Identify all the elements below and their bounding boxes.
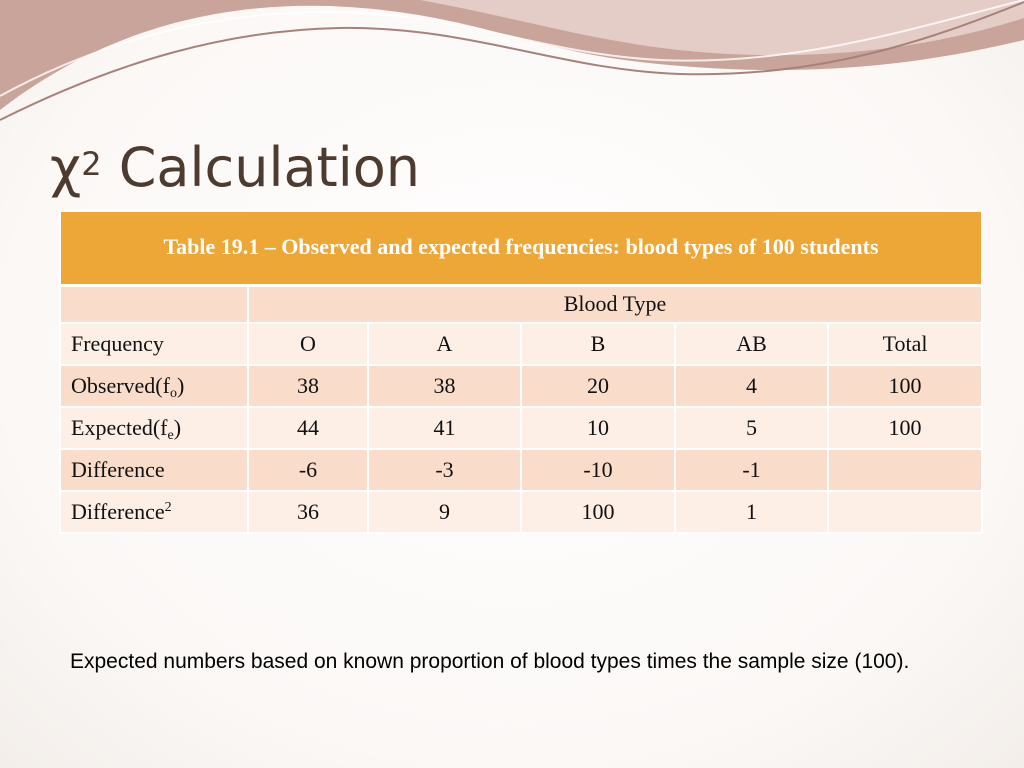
row-label-subscript: e xyxy=(167,428,174,443)
table-cell: 4 xyxy=(674,364,829,408)
table-cell xyxy=(826,490,984,534)
title-superscript: 2 xyxy=(81,145,102,183)
slide-note: Expected numbers based on known proporti… xyxy=(70,650,910,673)
table-cell: 36 xyxy=(247,490,369,534)
column-header-frequency: Frequency xyxy=(59,322,249,366)
row-label-text: Expected(f xyxy=(71,415,168,440)
table-cell: 10 xyxy=(520,406,676,450)
table-cell: 9 xyxy=(367,490,522,534)
table-cell: 38 xyxy=(367,364,522,408)
header-wave-decoration xyxy=(0,0,1024,121)
table-cell: 100 xyxy=(520,490,676,534)
table-cell: 44 xyxy=(247,406,369,450)
table-cell: 20 xyxy=(520,364,676,408)
table-caption: Table 19.1 – Observed and expected frequ… xyxy=(58,210,984,287)
table-cell: 100 xyxy=(826,406,984,450)
column-header-a: A xyxy=(367,322,522,366)
blood-type-header: Blood Type xyxy=(246,284,984,324)
table-cell: -10 xyxy=(520,448,676,492)
slide-title: χ2 Calculation xyxy=(50,128,420,208)
row-label-difference-squared: Difference2 xyxy=(59,490,249,534)
table-corner-cell xyxy=(59,284,249,324)
frequency-table: Table 19.1 – Observed and expected frequ… xyxy=(58,210,984,534)
table-cell xyxy=(826,448,984,492)
table-cell: 38 xyxy=(247,364,369,408)
row-label-end: ) xyxy=(176,373,185,398)
table-cell: 5 xyxy=(674,406,829,450)
row-label-text: Difference xyxy=(71,499,165,524)
column-header-o: O xyxy=(247,322,369,366)
table-cell: 100 xyxy=(826,364,984,408)
table-row-difference: Difference -6 -3 -10 -1 xyxy=(59,448,984,492)
row-label-end: ) xyxy=(173,415,182,440)
column-header-ab: AB xyxy=(674,322,829,366)
row-label-subscript: o xyxy=(169,386,177,401)
column-header-b: B xyxy=(520,322,676,366)
frequency-table-container: Table 19.1 – Observed and expected frequ… xyxy=(58,210,984,534)
row-label-superscript: 2 xyxy=(164,500,172,515)
table-cell: 1 xyxy=(674,490,829,534)
table-row-difference-squared: Difference2 36 9 100 1 xyxy=(59,490,984,534)
chi-symbol: χ xyxy=(50,136,82,199)
row-label-text: Observed(f xyxy=(71,373,170,398)
table-cell: 41 xyxy=(367,406,522,450)
table-cell: -3 xyxy=(367,448,522,492)
row-label-difference: Difference xyxy=(59,448,249,492)
column-header-total: Total xyxy=(826,322,984,366)
table-cell: -1 xyxy=(674,448,829,492)
table-row-expected: Expected(fe) 44 41 10 5 100 xyxy=(59,406,984,450)
title-text: Calculation xyxy=(101,136,420,199)
row-label-expected: Expected(fe) xyxy=(59,406,249,450)
table-row-observed: Observed(fo) 38 38 20 4 100 xyxy=(59,364,984,408)
row-label-observed: Observed(fo) xyxy=(59,364,249,408)
table-cell: -6 xyxy=(247,448,369,492)
